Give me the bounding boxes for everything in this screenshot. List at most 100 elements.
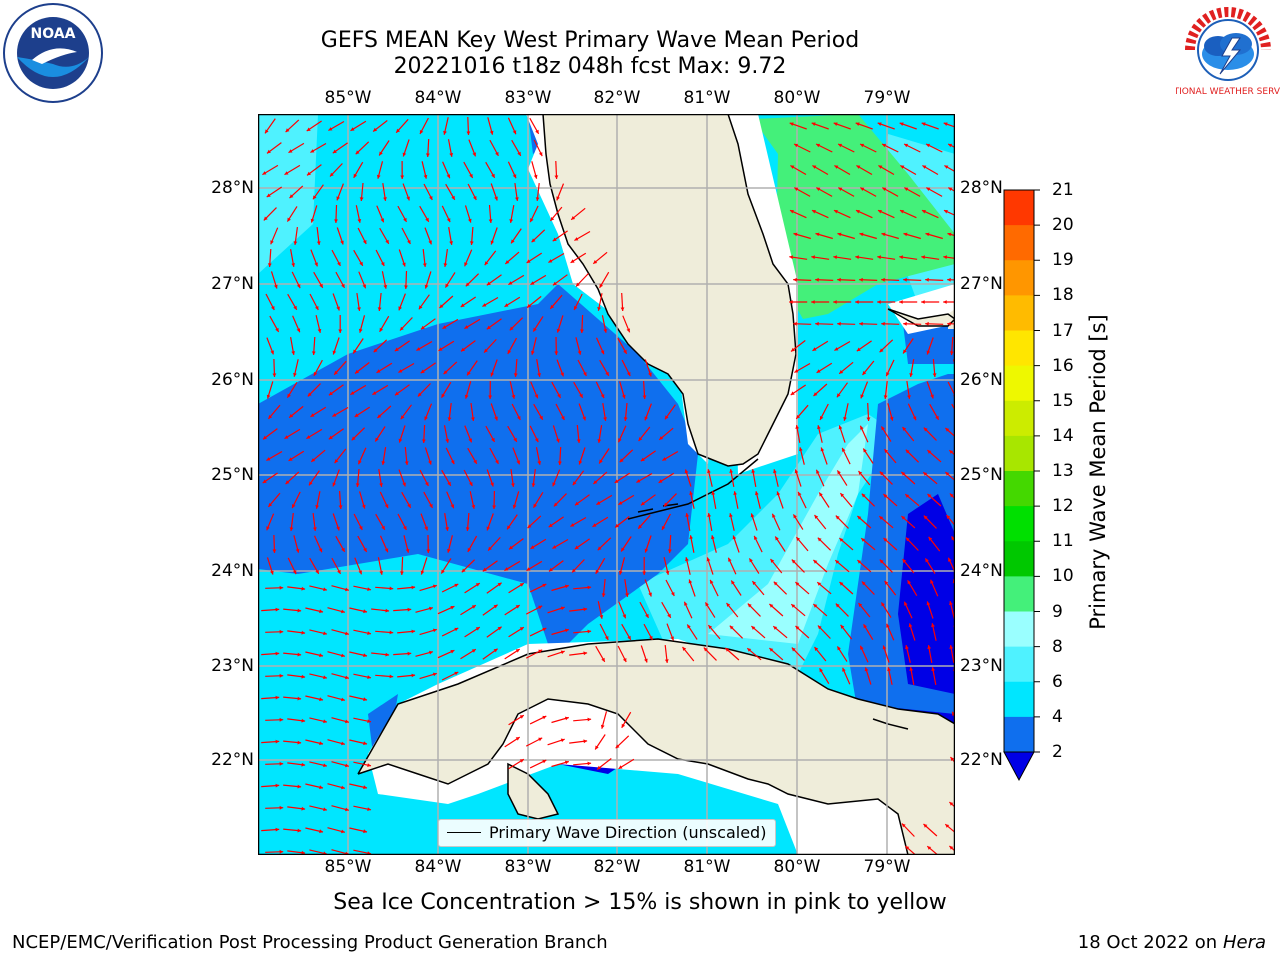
wave-arrow-head bbox=[747, 603, 752, 608]
wave-arrow-head bbox=[266, 526, 270, 531]
wave-arrow-head bbox=[404, 285, 408, 289]
wave-arrow-head bbox=[482, 567, 487, 572]
wave-arrow-head bbox=[471, 417, 475, 421]
wave-arrow-head bbox=[488, 219, 493, 223]
wave-arrow-head bbox=[542, 759, 547, 764]
wave-arrow-head bbox=[908, 623, 913, 628]
wave-arrow-head bbox=[512, 174, 517, 179]
wave-arrow-head bbox=[345, 631, 349, 636]
wave-arrow-head bbox=[429, 606, 433, 611]
wave-arrow-head bbox=[931, 623, 935, 628]
wave-arrow-head bbox=[837, 321, 841, 326]
wave-arrow-head bbox=[550, 304, 555, 309]
wave-arrow-head bbox=[816, 187, 821, 191]
wave-arrow-head bbox=[587, 585, 592, 590]
wave-arrow-head bbox=[350, 391, 355, 395]
wave-arrow-head bbox=[922, 210, 926, 214]
wave-arrow-head bbox=[367, 719, 371, 723]
latitude-label: 27°N bbox=[211, 274, 254, 294]
wave-arrow-head bbox=[731, 580, 735, 585]
wave-arrow-head bbox=[925, 558, 929, 563]
wave-arrow-head bbox=[725, 648, 730, 652]
wave-arrow-head bbox=[817, 537, 822, 542]
wave-arrow-head bbox=[595, 569, 600, 574]
wave-arrow-head bbox=[901, 823, 906, 828]
wave-arrow-head bbox=[530, 218, 534, 223]
wave-arrow-head bbox=[353, 173, 358, 178]
wave-arrow-head bbox=[949, 351, 954, 355]
wave-arrow-head bbox=[301, 674, 306, 679]
wave-arrow-head bbox=[707, 469, 711, 474]
wave-arrow-head bbox=[884, 580, 889, 585]
wave-arrow-head bbox=[330, 172, 334, 177]
wave-arrow-head bbox=[816, 469, 820, 474]
wave-arrow-head bbox=[770, 559, 775, 563]
wave-arrow-head bbox=[883, 494, 888, 498]
wave-arrow-head bbox=[471, 649, 476, 653]
wave-arrow-head bbox=[490, 372, 495, 377]
wave-arrow-head bbox=[531, 350, 535, 355]
wave-arrow-head bbox=[903, 321, 907, 326]
wave-arrow-head bbox=[381, 461, 386, 465]
wave-arrow-head bbox=[490, 482, 494, 487]
wave-arrow-head bbox=[341, 653, 345, 658]
wave-arrow-head bbox=[288, 457, 293, 461]
wave-arrow-head bbox=[574, 501, 579, 506]
wave-arrow-head bbox=[625, 593, 629, 597]
wave-arrow-head bbox=[295, 548, 300, 553]
wave-arrow-head bbox=[422, 263, 427, 267]
wave-arrow-head bbox=[750, 513, 755, 518]
wave-arrow-head bbox=[425, 153, 430, 157]
latitude-label: 26°N bbox=[211, 370, 254, 390]
wave-arrow-head bbox=[262, 479, 267, 483]
wave-arrow-head bbox=[860, 187, 865, 191]
wave-arrow-head bbox=[267, 149, 271, 154]
wave-arrow-head bbox=[623, 349, 627, 354]
wave-arrow-head bbox=[328, 391, 333, 396]
wave-arrow-head bbox=[323, 719, 327, 724]
wave-arrow-head bbox=[534, 438, 539, 443]
wave-arrow-head bbox=[301, 806, 306, 811]
wave-arrow-head bbox=[309, 481, 313, 486]
wave-arrow-head bbox=[484, 261, 489, 266]
wave-arrow-head bbox=[622, 614, 626, 619]
wave-arrow-head bbox=[363, 697, 367, 702]
wave-arrow-head bbox=[769, 648, 774, 652]
wave-arrow-head bbox=[619, 458, 624, 463]
wave-arrow-head bbox=[336, 526, 340, 531]
wave-arrow-head bbox=[905, 645, 909, 650]
wave-arrow-head bbox=[432, 584, 437, 589]
wave-arrow-head bbox=[367, 675, 371, 679]
wave-arrow-head bbox=[927, 846, 932, 850]
wave-arrow-head bbox=[582, 416, 586, 421]
wave-arrow-head bbox=[334, 459, 339, 464]
colorbar-label: Primary Wave Mean Period [s] bbox=[1086, 314, 1110, 630]
wave-arrow-head bbox=[383, 285, 388, 289]
wave-arrow-head bbox=[728, 557, 732, 562]
wave-arrow-head bbox=[337, 569, 341, 574]
wave-arrow-head bbox=[642, 395, 647, 399]
wave-arrow-head bbox=[564, 628, 569, 633]
wave-arrow-head bbox=[945, 472, 950, 476]
colorbar-segment bbox=[1004, 295, 1034, 332]
colorbar-segment bbox=[1004, 681, 1034, 718]
wave-arrow-head bbox=[755, 491, 759, 496]
latitude-label: 28°N bbox=[211, 178, 254, 198]
wave-arrow-head bbox=[469, 173, 473, 178]
wave-arrow-head bbox=[881, 277, 885, 282]
latitude-label: 27°N bbox=[960, 274, 1003, 294]
wave-arrow-head bbox=[907, 395, 911, 399]
wave-arrow-head bbox=[465, 282, 470, 287]
wave-arrow-head bbox=[497, 626, 502, 631]
wave-arrow-head bbox=[923, 472, 928, 476]
colorbar-tick-label: 13 bbox=[1052, 461, 1074, 481]
wave-arrow-head bbox=[319, 741, 323, 746]
wave-arrow-head bbox=[313, 527, 317, 531]
wave-arrow-head bbox=[461, 347, 465, 352]
wave-arrow-head bbox=[296, 284, 301, 289]
wave-arrow-head bbox=[923, 515, 928, 520]
wave-arrow-head bbox=[711, 535, 715, 540]
wave-arrow-head bbox=[552, 237, 557, 242]
wave-arrow-head bbox=[301, 718, 306, 723]
wave-arrow-head bbox=[375, 437, 379, 442]
